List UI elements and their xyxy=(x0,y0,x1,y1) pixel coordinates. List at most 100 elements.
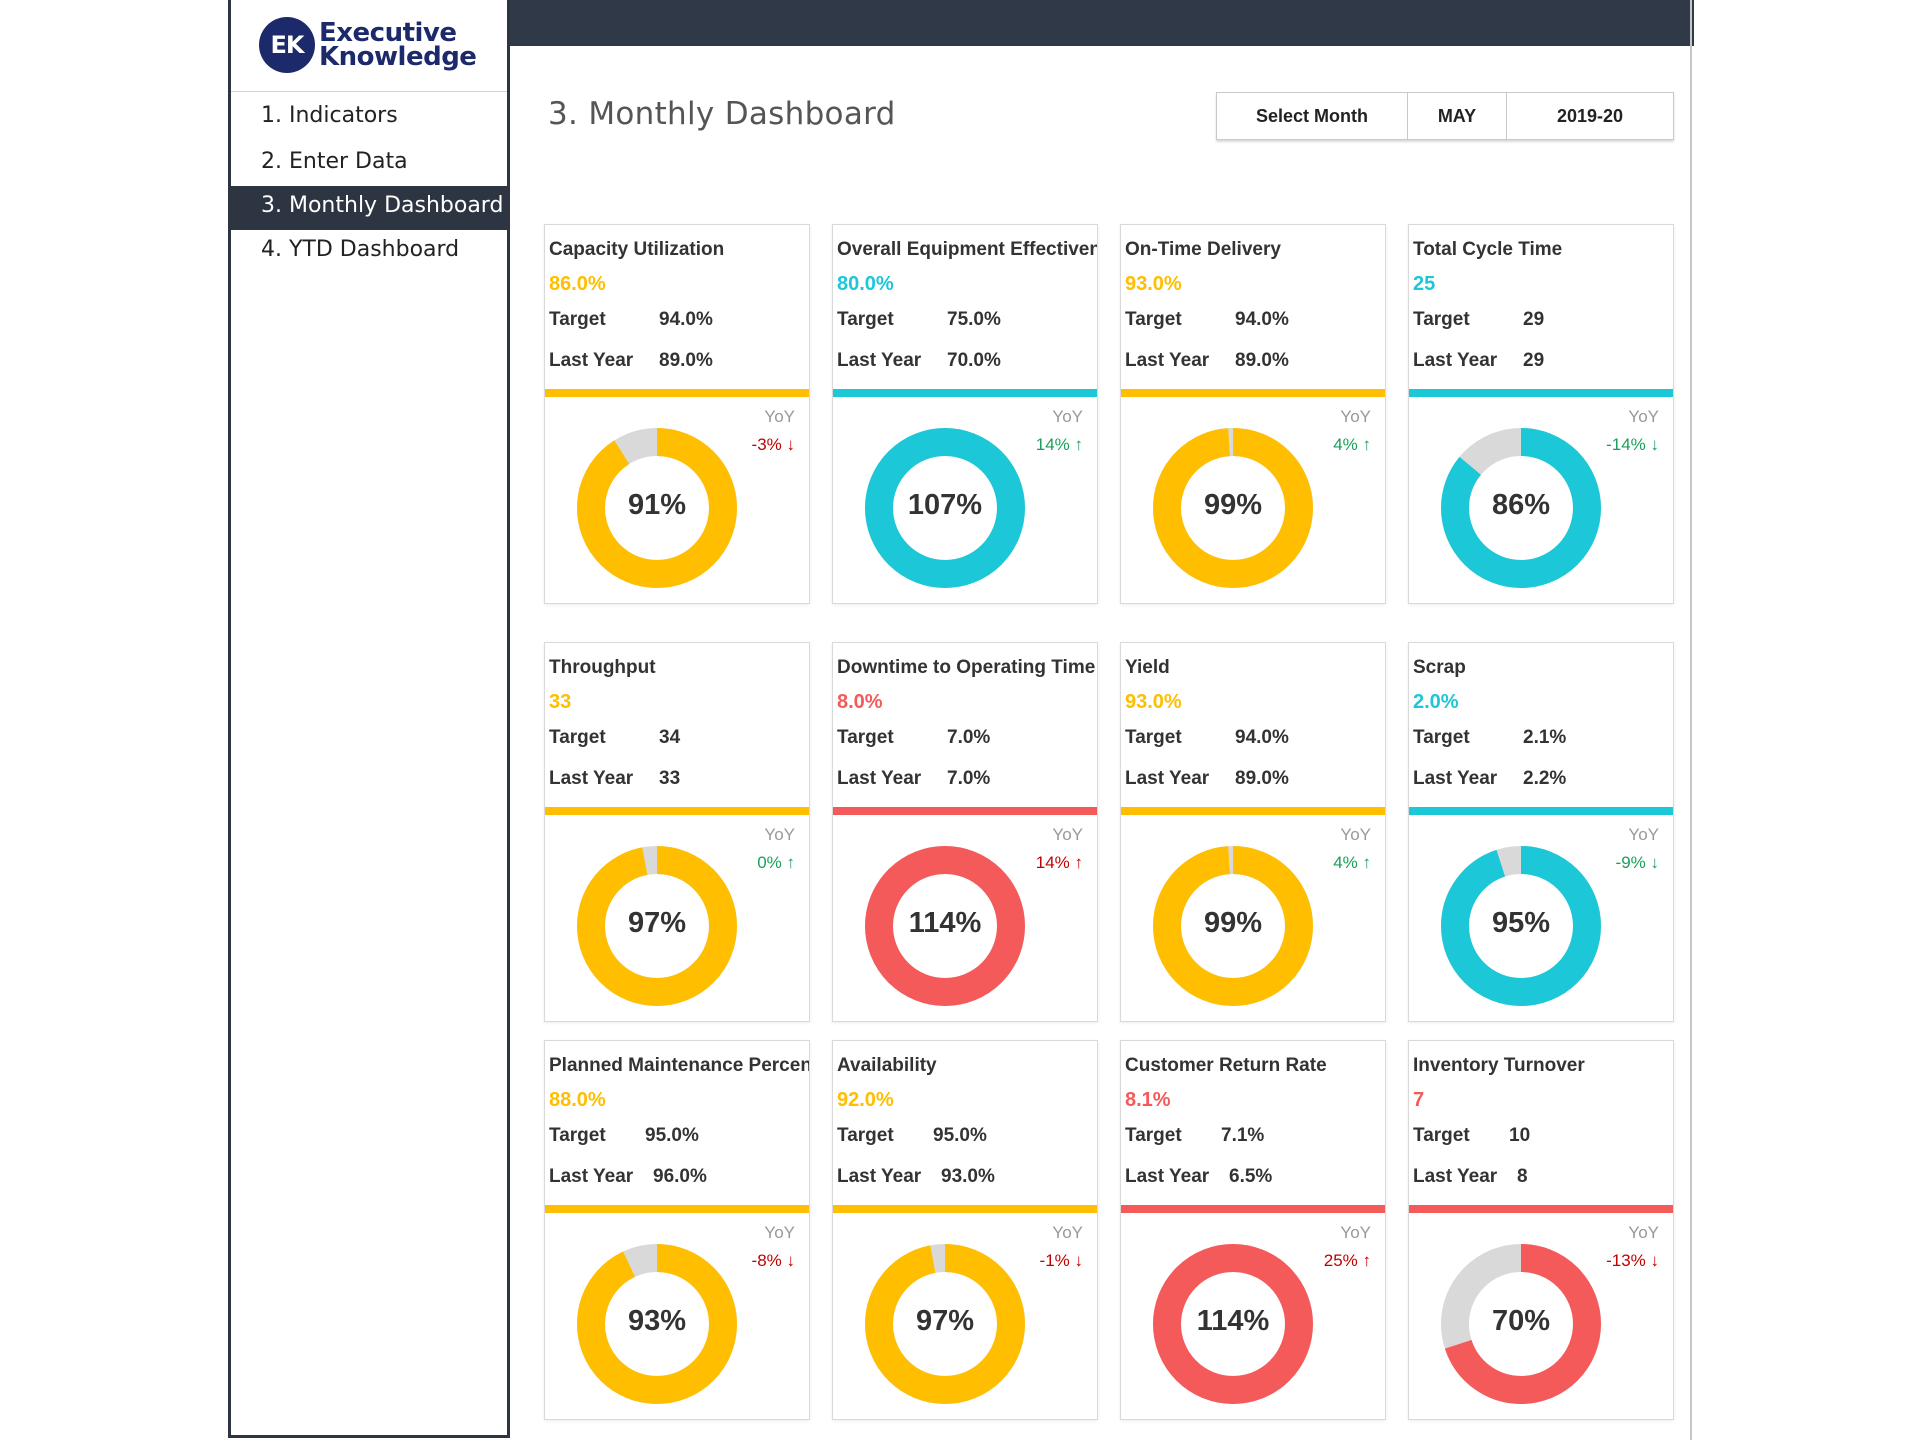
donut-value-arc xyxy=(577,1244,737,1404)
divider xyxy=(1690,0,1692,1440)
last-year-value: 8 xyxy=(1517,1166,1528,1187)
last-year-row: Last Year 7.0% xyxy=(837,768,990,790)
last-year-label: Last Year xyxy=(1413,768,1498,789)
yoy-label: YoY xyxy=(1340,1223,1371,1242)
logo-mark: EK xyxy=(259,17,315,73)
last-year-label: Last Year xyxy=(837,1166,922,1187)
donut-value-arc xyxy=(1153,1244,1313,1404)
kpi-color-bar xyxy=(545,807,809,815)
last-year-row: Last Year 6.5% xyxy=(1125,1166,1272,1188)
donut-percentage: 70% xyxy=(1491,1305,1551,1337)
last-year-label: Last Year xyxy=(549,350,634,371)
last-year-value: 89.0% xyxy=(1235,768,1289,789)
donut-chart xyxy=(577,428,737,588)
kpi-value: 88.0% xyxy=(549,1089,606,1111)
target-label: Target xyxy=(549,727,606,748)
last-year-label: Last Year xyxy=(837,768,922,789)
last-year-row: Last Year 8 xyxy=(1413,1166,1528,1188)
target-value: 7.0% xyxy=(947,727,991,748)
kpi-value: 93.0% xyxy=(1125,273,1182,295)
last-year-value: 93.0% xyxy=(941,1166,995,1187)
target-label: Target xyxy=(837,727,894,748)
last-year-row: Last Year 29 xyxy=(1413,350,1544,372)
target-value: 2.1% xyxy=(1523,727,1567,748)
last-year-label: Last Year xyxy=(1125,350,1210,371)
sidebar-nav: 1. Indicators 2. Enter Data 3. Monthly D… xyxy=(231,96,507,274)
donut-percentage: 95% xyxy=(1491,907,1551,939)
donut-chart xyxy=(1441,428,1601,588)
target-value: 7.1% xyxy=(1221,1125,1265,1146)
last-year-value: 96.0% xyxy=(653,1166,707,1187)
target-label: Target xyxy=(837,309,894,330)
kpi-color-bar xyxy=(1409,1205,1673,1213)
donut-chart xyxy=(1153,1244,1313,1404)
last-year-value: 6.5% xyxy=(1229,1166,1273,1187)
target-row: Target 10 xyxy=(1413,1125,1530,1147)
last-year-row: Last Year 2.2% xyxy=(1413,768,1566,790)
donut-chart xyxy=(577,1244,737,1404)
donut-percentage: 97% xyxy=(627,907,687,939)
donut-percentage: 91% xyxy=(627,489,687,521)
target-label: Target xyxy=(1125,309,1182,330)
yoy-label: YoY xyxy=(1340,407,1371,426)
target-row: Target 7.0% xyxy=(837,727,990,749)
kpi-title: Yield xyxy=(1125,657,1170,678)
sidebar-item-monthly-dashboard[interactable]: 3. Monthly Dashboard xyxy=(231,186,507,230)
last-year-value: 89.0% xyxy=(1235,350,1289,371)
divider xyxy=(231,91,507,92)
yoy-label: YoY xyxy=(764,1223,795,1242)
donut-chart xyxy=(1441,846,1601,1006)
donut-chart xyxy=(577,846,737,1006)
last-year-row: Last Year 70.0% xyxy=(837,350,1001,372)
target-value: 95.0% xyxy=(933,1125,987,1146)
donut-chart xyxy=(1441,1244,1601,1404)
kpi-value: 8.1% xyxy=(1125,1089,1171,1111)
last-year-value: 2.2% xyxy=(1523,768,1567,789)
donut-percentage: 86% xyxy=(1491,489,1551,521)
yoy-label: YoY xyxy=(1052,825,1083,844)
kpi-card: Overall Equipment Effectiveness 80.0% Targ… xyxy=(832,224,1098,604)
last-year-label: Last Year xyxy=(549,768,634,789)
kpi-value: 8.0% xyxy=(837,691,883,713)
target-label: Target xyxy=(1125,727,1182,748)
kpi-value: 25 xyxy=(1413,273,1436,295)
yoy-change: -13% ↓ xyxy=(1606,1251,1659,1270)
kpi-card: Inventory Turnover 7 Target 10 Last Year 8 YoY… xyxy=(1408,1040,1674,1420)
kpi-title: Throughput xyxy=(549,657,656,678)
month-dropdown[interactable]: MAY xyxy=(1408,93,1507,139)
sidebar-item-enter-data[interactable]: 2. Enter Data xyxy=(261,149,408,174)
sidebar-item-ytd-dashboard[interactable]: 4. YTD Dashboard xyxy=(261,237,460,262)
donut-percentage: 107% xyxy=(907,489,983,521)
last-year-label: Last Year xyxy=(549,1166,634,1187)
sidebar-item-indicators[interactable]: 1. Indicators xyxy=(261,103,398,128)
target-row: Target 34 xyxy=(549,727,680,749)
yoy-label: YoY xyxy=(1052,1223,1083,1242)
kpi-title: Capacity Utilization xyxy=(549,239,725,260)
yoy-change: 0% ↑ xyxy=(757,853,795,872)
logo-line-2: Knowledge xyxy=(319,42,477,72)
target-row: Target 95.0% xyxy=(549,1125,699,1147)
year-dropdown[interactable]: 2019-20 xyxy=(1556,106,1624,126)
kpi-value: 2.0% xyxy=(1413,691,1459,713)
kpi-value: 80.0% xyxy=(837,273,894,295)
donut-chart xyxy=(1153,428,1313,588)
kpi-card: Capacity Utilization 86.0% Target 94.0% Last… xyxy=(544,224,810,604)
target-label: Target xyxy=(549,1125,606,1146)
target-value: 94.0% xyxy=(1235,727,1289,748)
kpi-card: Scrap 2.0% Target 2.1% Last Year 2.2% YoY -9% ↓… xyxy=(1408,642,1674,1022)
donut-value-arc xyxy=(577,846,737,1006)
target-row: Target 95.0% xyxy=(837,1125,987,1147)
yoy-change: 14% ↑ xyxy=(1035,853,1083,872)
target-label: Target xyxy=(1125,1125,1182,1146)
kpi-color-bar xyxy=(1121,389,1385,397)
last-year-label: Last Year xyxy=(1413,1166,1498,1187)
last-year-label: Last Year xyxy=(1125,768,1210,789)
last-year-row: Last Year 89.0% xyxy=(1125,768,1289,790)
kpi-title: Overall Equipment Effectiveness xyxy=(837,239,1097,260)
yoy-label: YoY xyxy=(1340,825,1371,844)
kpi-title: Downtime to Operating Time xyxy=(837,657,1096,678)
donut-percentage: 114% xyxy=(908,907,982,939)
yoy-label: YoY xyxy=(1628,825,1659,844)
kpi-title: Total Cycle Time xyxy=(1413,239,1563,260)
target-value: 34 xyxy=(659,727,681,748)
